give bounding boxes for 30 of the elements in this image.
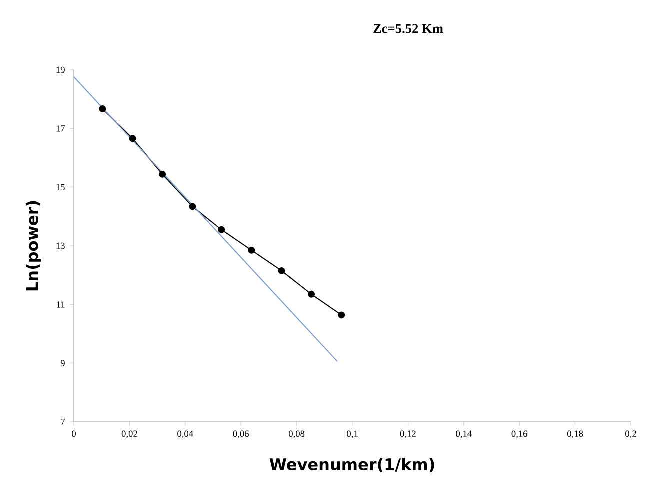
point — [248, 246, 256, 254]
y-tick-label: 19 — [56, 66, 65, 74]
y-axis-title: Ln(power) — [26, 201, 42, 291]
point — [129, 135, 136, 142]
x-axis-title: Wevenumer(1/km) — [270, 458, 434, 472]
x-tick-label: 0,12 — [400, 430, 416, 438]
y-tick-label: 7 — [61, 418, 66, 426]
x-tick-label: 0,06 — [233, 430, 249, 438]
point — [308, 290, 316, 298]
chart-title: Zc=5.52 Km — [374, 24, 444, 34]
y-tick-label: 11 — [57, 302, 65, 308]
x-tick-label: 0 — [72, 430, 76, 438]
point — [278, 267, 286, 274]
x-tick-label: 0,16 — [512, 430, 528, 438]
x-tick-label: 0,14 — [456, 430, 472, 438]
point — [338, 312, 346, 319]
x-tick-label: 0,02 — [122, 430, 138, 438]
x-tick-label: 0,2 — [626, 430, 636, 438]
y-tick-label: 13 — [56, 242, 65, 250]
x-tick-label: 0,1 — [347, 430, 358, 438]
point — [159, 170, 166, 178]
x-tick-label: 0,08 — [288, 430, 305, 438]
point — [218, 226, 226, 234]
x-tick-label: 0,18 — [567, 430, 584, 438]
point — [99, 106, 106, 112]
y-tick-label: 9 — [60, 360, 65, 366]
y-tick-label: 17 — [56, 126, 66, 132]
point — [189, 203, 196, 210]
y-tick-label: 15 — [56, 184, 65, 190]
x-tick-label: 0,04 — [178, 430, 194, 438]
